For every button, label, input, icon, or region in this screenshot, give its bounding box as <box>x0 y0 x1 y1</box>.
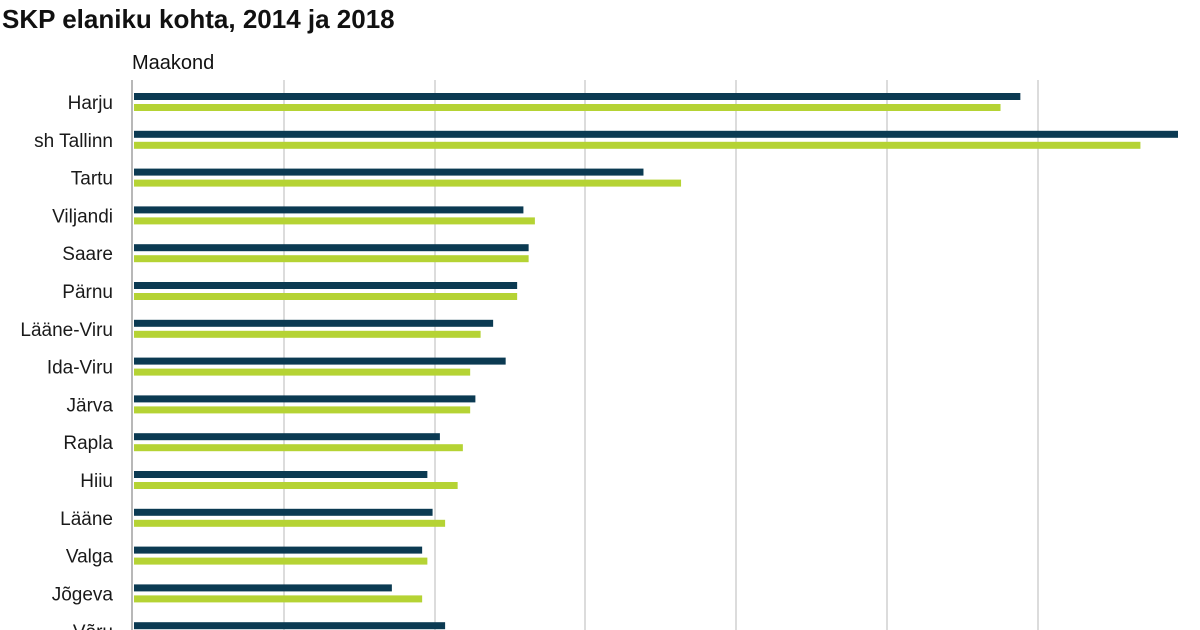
bar-series-green <box>134 255 529 263</box>
bar-series-dark <box>134 282 518 289</box>
category-label: Järva <box>67 395 114 416</box>
chart-title: SKP elaniku kohta, 2014 ja 2018 <box>2 4 395 34</box>
bar-series-green <box>134 368 471 376</box>
bar-series-dark <box>134 206 524 214</box>
bar-series-dark <box>134 546 423 554</box>
category-label: Saare <box>62 244 113 265</box>
bar-series-green <box>134 482 458 489</box>
bar-series-dark <box>134 319 494 327</box>
category-label: Valga <box>66 547 114 568</box>
bar-series-dark <box>134 433 440 441</box>
bar-series-dark <box>134 584 392 592</box>
bar-series-dark <box>134 395 476 403</box>
category-label: Rapla <box>63 433 113 454</box>
bar-series-green <box>134 519 446 527</box>
bar-series-green <box>134 217 535 225</box>
bar-series-dark <box>134 471 428 478</box>
category-label: Hiiu <box>80 471 113 492</box>
category-label: Lääne <box>60 509 113 530</box>
category-label: Pärnu <box>62 282 113 303</box>
category-label: Võru <box>73 622 113 630</box>
category-label: Jõgeva <box>52 584 114 605</box>
bar-series-dark <box>134 130 1178 138</box>
bar-series-dark <box>134 508 433 516</box>
category-label: Lääne-Viru <box>20 320 113 341</box>
category-label: Ida-Viru <box>47 358 113 379</box>
bar-series-green <box>134 293 518 300</box>
category-label: Tartu <box>71 169 113 190</box>
bar-series-green <box>134 557 428 565</box>
bar-series-green <box>134 330 481 338</box>
category-label: sh Tallinn <box>34 131 113 152</box>
bar-series-green <box>134 444 463 452</box>
bar-series-dark <box>134 622 446 630</box>
bar-series-green <box>134 104 1001 111</box>
bar-series-dark <box>134 93 1021 100</box>
gridlines <box>283 80 1039 630</box>
bar-series-dark <box>134 244 529 252</box>
bar-series-green <box>134 179 682 187</box>
category-label: Harju <box>68 93 113 114</box>
category-label: Viljandi <box>52 206 113 227</box>
bars <box>134 93 1178 630</box>
bar-series-dark <box>134 357 506 365</box>
bar-series-green <box>134 595 423 603</box>
bar-series-green <box>134 141 1141 149</box>
bar-series-dark <box>134 168 644 176</box>
category-labels: Harju sh Tallinn Tartu Viljandi Saare Pärnu Lä… <box>20 93 113 630</box>
bar-series-green <box>134 406 471 414</box>
category-axis-title: Maakond <box>132 52 215 74</box>
